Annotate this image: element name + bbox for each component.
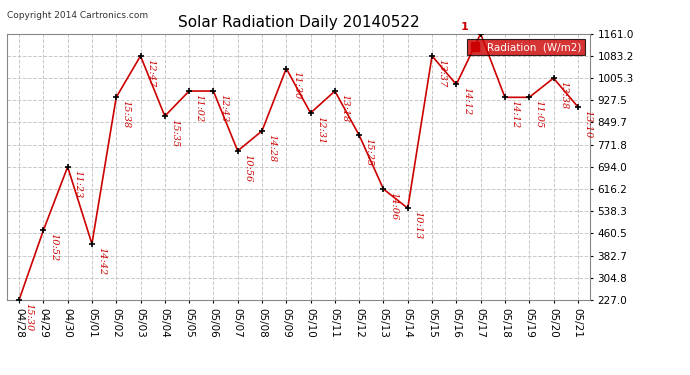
Title: Solar Radiation Daily 20140522: Solar Radiation Daily 20140522 — [177, 15, 420, 30]
Text: 11:23: 11:23 — [73, 170, 82, 198]
Text: Copyright 2014 Cartronics.com: Copyright 2014 Cartronics.com — [7, 11, 148, 20]
Text: 12:47: 12:47 — [146, 59, 155, 87]
Text: 14:28: 14:28 — [268, 134, 277, 162]
Text: 10:52: 10:52 — [49, 233, 58, 261]
Text: 12:43: 12:43 — [219, 94, 228, 122]
Text: 11:02: 11:02 — [195, 94, 204, 122]
Legend: Radiation  (W/m2): Radiation (W/m2) — [467, 39, 584, 55]
Text: 14:12: 14:12 — [462, 87, 471, 116]
Text: 11:05: 11:05 — [535, 100, 544, 128]
Text: 13:38: 13:38 — [559, 81, 568, 109]
Text: 10:13: 10:13 — [413, 211, 422, 239]
Text: 13:10: 13:10 — [583, 110, 592, 138]
Text: 15:38: 15:38 — [121, 100, 131, 128]
Text: 12:31: 12:31 — [316, 116, 325, 144]
Text: 13:37: 13:37 — [437, 59, 446, 87]
Text: 14:12: 14:12 — [511, 100, 520, 128]
Text: 14:42: 14:42 — [97, 247, 106, 275]
Text: 1: 1 — [461, 22, 469, 32]
Text: 10:56: 10:56 — [244, 154, 253, 182]
Text: 11:30: 11:30 — [292, 71, 301, 99]
Text: 15:35: 15:35 — [170, 119, 179, 147]
Text: 14:06: 14:06 — [389, 192, 398, 220]
Text: 15:30: 15:30 — [25, 303, 34, 331]
Text: 15:25: 15:25 — [365, 138, 374, 166]
Text: 13:18: 13:18 — [340, 94, 349, 122]
